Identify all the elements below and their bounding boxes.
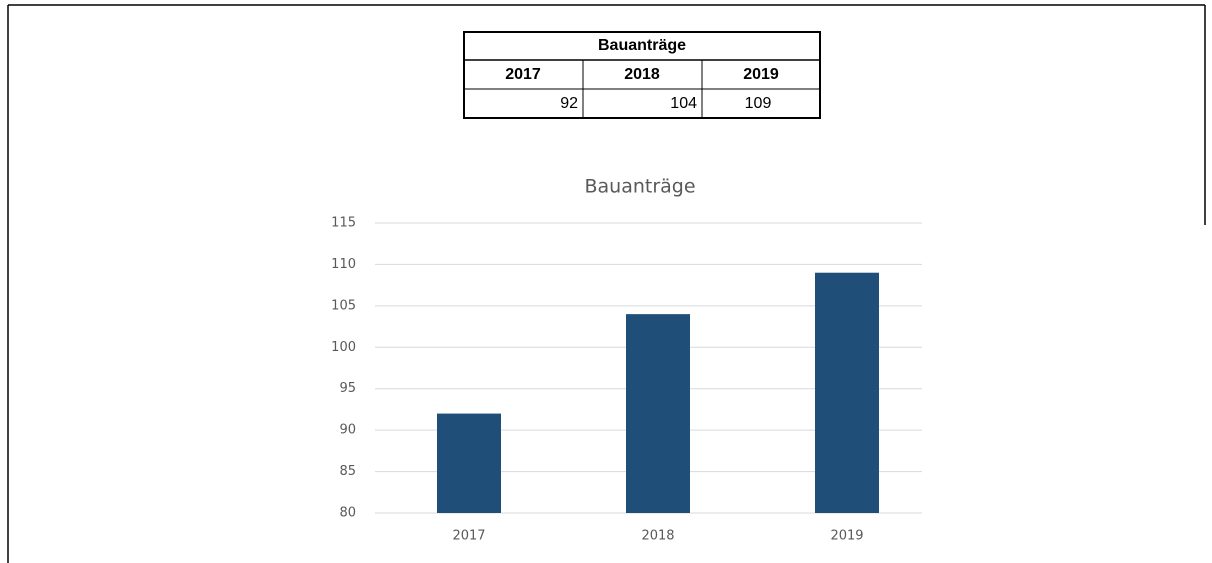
y-tick-label: 85 <box>339 464 356 479</box>
bar <box>626 314 690 513</box>
x-tick-label: 2019 <box>830 529 863 544</box>
x-tick-label: 2017 <box>452 529 485 544</box>
table-cell: 92 <box>560 95 578 112</box>
table-border <box>463 31 821 119</box>
table-cell: 109 <box>745 95 772 112</box>
y-tick-label: 90 <box>339 423 356 438</box>
table-cell: 104 <box>670 95 697 112</box>
data-table: Bauanträge 2017 2018 2019 92 104 109 <box>463 31 821 119</box>
table-header: 2018 <box>624 66 660 83</box>
y-tick-label: 95 <box>339 381 356 396</box>
chart-title: Bauanträge <box>584 176 695 198</box>
table-header: 2017 <box>505 66 541 83</box>
y-tick-label: 100 <box>331 340 356 355</box>
y-tick-label: 105 <box>331 298 356 313</box>
y-tick-label: 115 <box>331 216 356 231</box>
bar <box>815 272 879 513</box>
y-tick-label: 110 <box>331 257 356 272</box>
table-header: 2019 <box>743 66 779 83</box>
bar <box>437 413 501 513</box>
x-tick-label: 2018 <box>641 529 674 544</box>
table-title: Bauanträge <box>598 37 686 54</box>
y-tick-label: 80 <box>339 506 356 521</box>
